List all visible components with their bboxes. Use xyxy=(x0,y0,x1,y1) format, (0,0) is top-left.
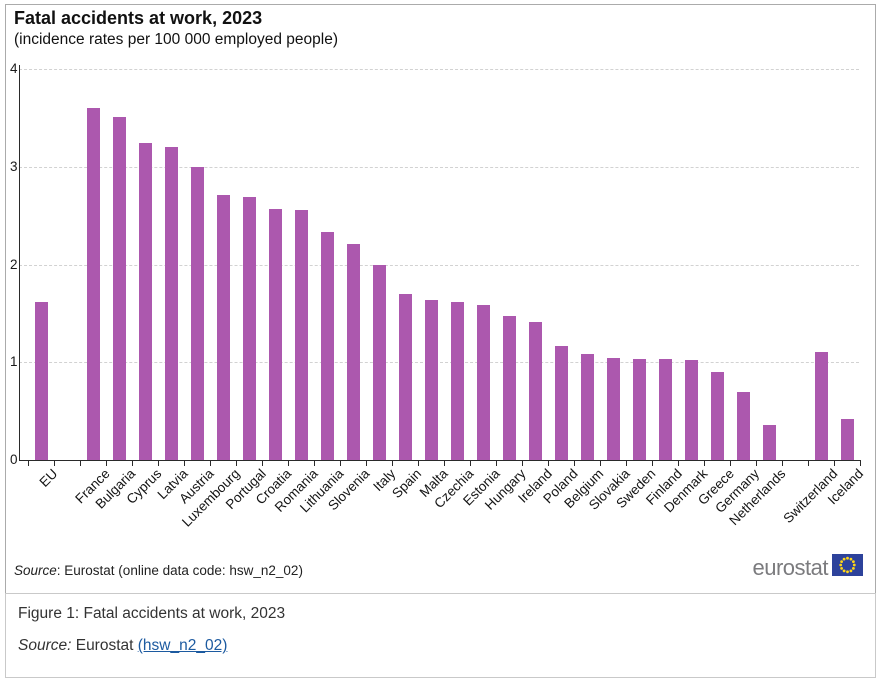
bar-netherlands xyxy=(763,425,776,460)
x-tick xyxy=(158,461,159,466)
x-tick xyxy=(470,461,471,466)
caption-source: Source: Eurostat (hsw_n2_02) xyxy=(18,637,227,655)
x-tick-label-eu: EU xyxy=(36,466,61,490)
caption-source-prefix: Source: xyxy=(18,637,72,654)
x-tick xyxy=(678,461,679,466)
x-tick xyxy=(730,461,731,466)
bar-slovakia xyxy=(607,358,620,460)
bar-estonia xyxy=(477,305,490,460)
x-tick xyxy=(262,461,263,466)
x-tick-label-spain: Spain xyxy=(389,466,425,502)
source-note: Source: Eurostat (online data code: hsw_… xyxy=(14,563,303,578)
bar-malta xyxy=(425,300,438,460)
x-tick xyxy=(392,461,393,466)
x-tick xyxy=(548,461,549,466)
x-tick xyxy=(236,461,237,466)
bar-ireland xyxy=(529,322,542,460)
x-tick xyxy=(496,461,497,466)
eurostat-logo: eurostat xyxy=(752,554,863,581)
x-tick xyxy=(808,461,809,466)
x-tick xyxy=(418,461,419,466)
x-tick xyxy=(314,461,315,466)
chart-subtitle: (incidence rates per 100 000 employed pe… xyxy=(14,31,338,48)
x-tick xyxy=(704,461,705,466)
data-code-link[interactable]: (hsw_n2_02) xyxy=(137,637,228,654)
caption-source-mid: Eurostat xyxy=(71,637,138,654)
gridline-y2 xyxy=(19,265,859,266)
x-tick xyxy=(782,461,783,466)
x-tick xyxy=(444,461,445,466)
bar-finland xyxy=(659,359,672,460)
bar-hungary xyxy=(503,316,516,460)
x-tick xyxy=(80,461,81,466)
y-axis xyxy=(19,65,20,460)
bar-luxembourg xyxy=(217,195,230,460)
bar-switzerland xyxy=(815,352,828,460)
x-tick xyxy=(54,461,55,466)
bar-croatia xyxy=(269,209,282,460)
chart-title: Fatal accidents at work, 2023 xyxy=(14,8,263,28)
figure-caption: Figure 1: Fatal accidents at work, 2023 xyxy=(18,605,286,622)
y-tick-label-1: 1 xyxy=(10,354,18,369)
x-tick xyxy=(28,461,29,466)
caption-card: Figure 1: Fatal accidents at work, 2023 … xyxy=(5,593,876,678)
bar-eu xyxy=(35,302,48,460)
x-tick xyxy=(288,461,289,466)
x-tick xyxy=(626,461,627,466)
y-tick-label-3: 3 xyxy=(10,159,18,174)
y-tick-label-0: 0 xyxy=(10,452,18,467)
x-tick xyxy=(600,461,601,466)
bar-italy xyxy=(373,265,386,460)
x-tick xyxy=(860,461,861,466)
x-tick xyxy=(834,461,835,466)
x-tick xyxy=(574,461,575,466)
x-axis xyxy=(19,460,861,461)
chart-card: 0 1 2 3 4 EU France Bulgaria Cyprus Latvia Austria… xyxy=(5,4,876,595)
gridline-y4 xyxy=(19,69,859,70)
bar-poland xyxy=(555,346,568,460)
source-note-prefix: Source xyxy=(14,563,57,578)
eu-flag-icon xyxy=(832,554,863,581)
bar-chart-plot: 0 1 2 3 4 EU France Bulgaria Cyprus Latvia Austria… xyxy=(6,5,875,594)
bar-germany xyxy=(737,392,750,460)
x-tick xyxy=(340,461,341,466)
y-tick-label-2: 2 xyxy=(10,257,18,272)
gridline-y3 xyxy=(19,167,859,168)
bar-iceland xyxy=(841,419,854,460)
x-tick xyxy=(756,461,757,466)
x-tick xyxy=(366,461,367,466)
source-note-rest: : Eurostat (online data code: hsw_n2_02) xyxy=(56,563,303,578)
bar-romania xyxy=(295,210,308,460)
bar-cyprus xyxy=(139,143,152,460)
bar-sweden xyxy=(633,359,646,460)
x-tick xyxy=(652,461,653,466)
bar-greece xyxy=(711,372,724,460)
gridline-y1 xyxy=(19,362,859,363)
eurostat-logo-text: eurostat xyxy=(752,554,829,580)
x-tick xyxy=(132,461,133,466)
bar-spain xyxy=(399,294,412,460)
x-tick xyxy=(210,461,211,466)
x-tick xyxy=(184,461,185,466)
bar-portugal xyxy=(243,197,256,460)
x-tick xyxy=(522,461,523,466)
bar-latvia xyxy=(165,147,178,460)
bar-denmark xyxy=(685,360,698,460)
bar-lithuania xyxy=(321,232,334,460)
bar-bulgaria xyxy=(113,117,126,460)
bar-czechia xyxy=(451,302,464,460)
bar-slovenia xyxy=(347,244,360,460)
bar-belgium xyxy=(581,354,594,460)
bar-france xyxy=(87,108,100,460)
bar-austria xyxy=(191,167,204,460)
x-tick xyxy=(106,461,107,466)
y-tick-label-4: 4 xyxy=(10,61,18,76)
